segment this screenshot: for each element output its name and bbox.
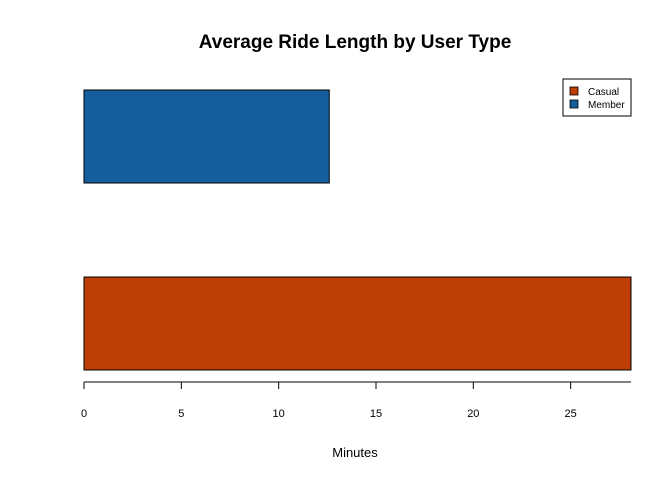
- x-tick-label: 10: [273, 408, 285, 420]
- legend-box: [562, 78, 632, 117]
- legend-swatch-casual: [569, 86, 579, 96]
- legend: Casual Member: [562, 78, 632, 117]
- legend-label-casual: Casual: [588, 87, 619, 98]
- x-axis-title: Minutes: [332, 445, 378, 460]
- x-tick-label: 25: [565, 408, 577, 420]
- x-tick-label: 15: [370, 408, 382, 420]
- bars-group: [83, 89, 632, 371]
- bar-member: [83, 89, 330, 184]
- x-tick-label: 0: [81, 408, 87, 420]
- chart-title: Average Ride Length by User Type: [199, 32, 512, 53]
- bar-casual: [83, 276, 632, 371]
- x-tick-label: 5: [178, 408, 184, 420]
- legend-label-member: Member: [588, 100, 625, 111]
- legend-swatch-member: [569, 99, 579, 109]
- x-tick-label: 20: [467, 408, 479, 420]
- x-axis: 0 5 10 15 20 25: [81, 381, 631, 420]
